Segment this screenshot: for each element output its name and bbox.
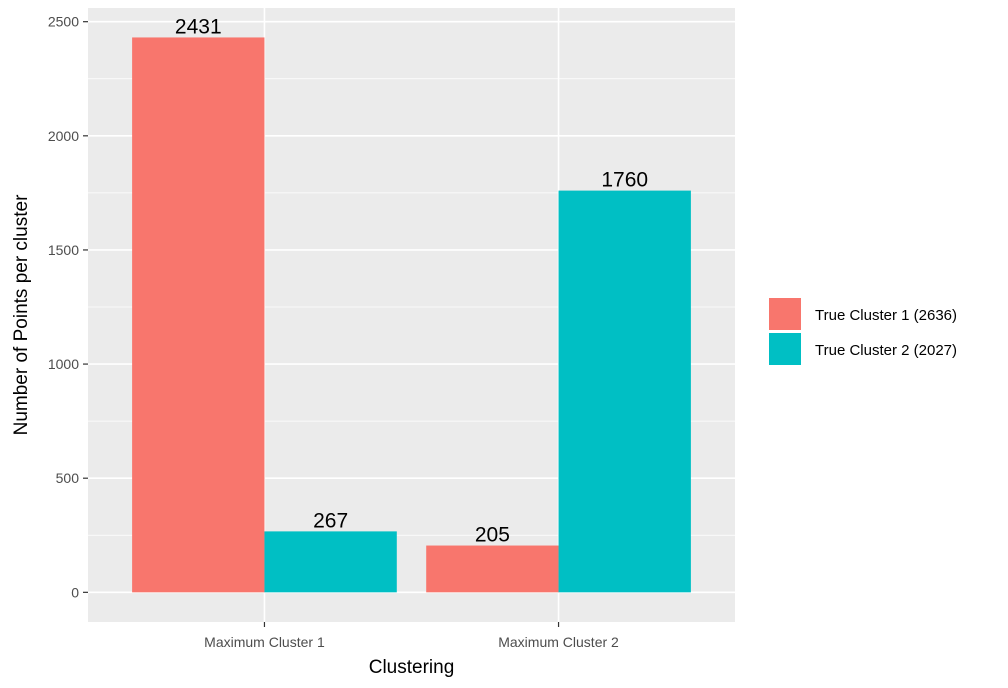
y-tick-label: 2500 <box>48 14 79 30</box>
x-tick-label: Maximum Cluster 2 <box>498 634 619 650</box>
y-tick-label: 0 <box>71 584 79 600</box>
bar-value-label: 205 <box>475 524 510 547</box>
bar-value-label: 267 <box>313 509 348 532</box>
legend-label: True Cluster 2 (2027) <box>815 342 957 359</box>
y-axis: 0 500 1000 1500 2000 2500 <box>48 14 88 600</box>
x-axis: Maximum Cluster 1 Maximum Cluster 2 <box>204 622 619 650</box>
x-axis-title: Clustering <box>369 657 455 678</box>
y-tick-label: 1000 <box>48 356 79 372</box>
bars <box>132 37 691 593</box>
legend-label: True Cluster 1 (2636) <box>815 307 957 324</box>
y-tick-label: 500 <box>56 470 80 486</box>
bar <box>264 531 397 593</box>
bar-value-label: 2431 <box>175 15 222 38</box>
legend: True Cluster 1 (2636) True Cluster 2 (202… <box>769 298 957 365</box>
legend-key <box>769 333 801 365</box>
bar <box>558 190 691 593</box>
y-tick-label: 1500 <box>48 242 79 258</box>
bar <box>132 37 265 593</box>
legend-key <box>769 298 801 330</box>
bar-value-label: 1760 <box>601 169 648 192</box>
y-axis-title: Number of Points per cluster <box>11 194 32 435</box>
y-tick-label: 2000 <box>48 128 79 144</box>
bar-labels: 2431 205 267 1760 <box>175 15 648 546</box>
x-tick-label: Maximum Cluster 1 <box>204 634 325 650</box>
bar <box>426 545 559 593</box>
